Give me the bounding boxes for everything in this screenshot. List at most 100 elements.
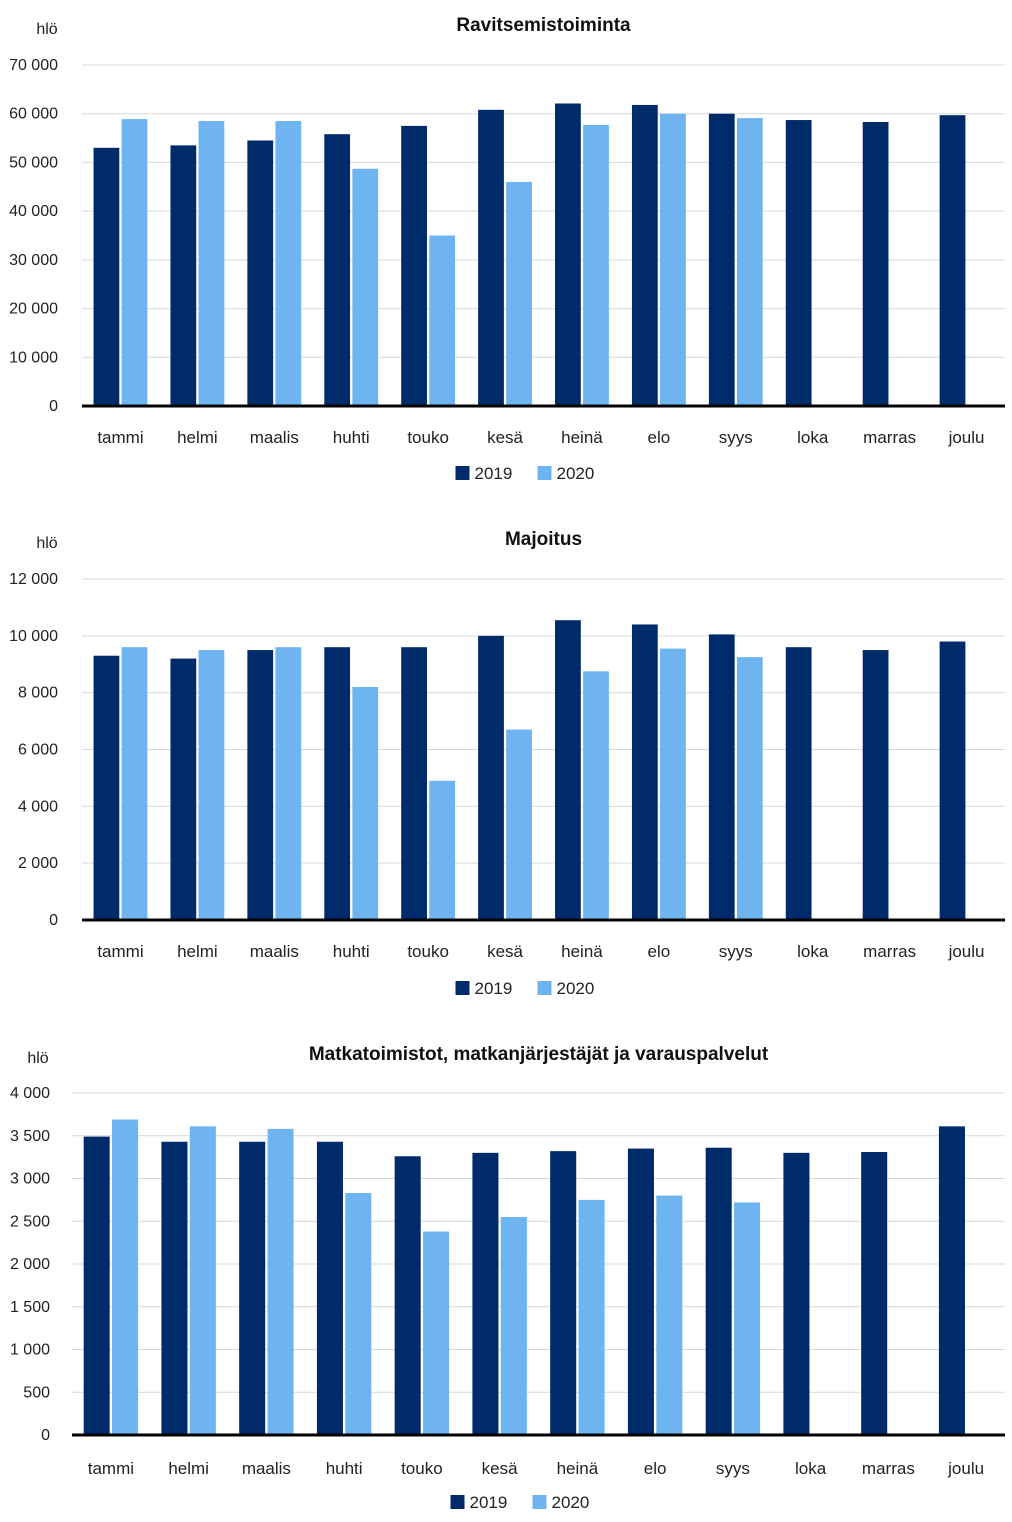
bar-2020-maalis xyxy=(275,647,302,920)
legend-label: 2019 xyxy=(475,979,513,998)
bar-2019-helmi xyxy=(170,145,197,406)
chart-title: Matkatoimistot, matkanjärjestäjät ja var… xyxy=(309,1044,769,1065)
bar-2019-helmi xyxy=(170,658,197,920)
y-tick-label: 70 000 xyxy=(9,57,58,74)
y-tick-label: 60 000 xyxy=(9,106,58,123)
bar-2020-elo xyxy=(656,1195,683,1435)
legend-swatch-2020 xyxy=(537,981,552,995)
bar-2020-huhti xyxy=(345,1193,372,1435)
legend-swatch-2019 xyxy=(450,1495,465,1509)
bar-2020-elo xyxy=(660,113,686,406)
x-category-label: maalis xyxy=(242,1459,291,1478)
bar-2020-touko xyxy=(429,780,456,920)
y-tick-label: 12 000 xyxy=(9,571,58,588)
x-category-label: tammi xyxy=(88,1459,134,1478)
y-tick-label: 20 000 xyxy=(9,301,58,318)
legend: 2019 2020 xyxy=(455,464,594,483)
bar-2019-tammi xyxy=(93,147,120,407)
bar-2019-heinä xyxy=(555,620,581,920)
x-category-label: huhti xyxy=(333,942,370,961)
bar-2019-maalis xyxy=(247,650,274,920)
bar-2019-huhti xyxy=(316,1141,343,1435)
bar-2019-loka xyxy=(783,1152,810,1435)
bar-2020-syys xyxy=(736,118,763,406)
y-tick-label: 3 000 xyxy=(10,1171,50,1188)
bar-2019-touko xyxy=(401,647,427,920)
y-tick-label: 0 xyxy=(41,1427,50,1444)
bar-2019-marras xyxy=(862,121,889,406)
bar-2019-marras xyxy=(861,1151,888,1435)
bar-2020-tammi xyxy=(121,119,148,406)
y-tick-label: 50 000 xyxy=(9,154,58,171)
bar-2019-syys xyxy=(708,634,735,920)
bar-2019-elo xyxy=(631,104,658,407)
y-tick-label: 10 000 xyxy=(9,349,58,366)
bar-2020-heinä xyxy=(583,124,609,406)
bar-2019-loka xyxy=(785,647,812,920)
bar-2019-touko xyxy=(394,1156,421,1435)
bar-2020-touko xyxy=(423,1231,450,1435)
chart-title: Majoitus xyxy=(505,529,582,550)
x-category-label: elo xyxy=(648,942,671,961)
y-tick-label: 10 000 xyxy=(9,628,58,645)
chart-3: Matkatoimistot, matkanjärjestäjät ja var… xyxy=(10,1044,1005,1512)
x-category-label: marras xyxy=(863,428,916,447)
y-tick-label: 1 500 xyxy=(10,1299,50,1316)
chart-2: Majoitus hlö 0 2 000 4 000 6 000 8 000 10 000 12… xyxy=(9,529,1005,998)
x-category-label: heinä xyxy=(557,1459,599,1478)
legend-label: 2019 xyxy=(470,1493,508,1512)
x-category-label: helmi xyxy=(168,1459,209,1478)
x-category-label: maalis xyxy=(250,942,299,961)
bar-2020-helmi xyxy=(198,650,225,920)
bar-2019-marras xyxy=(862,650,889,920)
x-category-label: heinä xyxy=(561,428,603,447)
x-category-label: syys xyxy=(716,1459,750,1478)
bar-2020-heinä xyxy=(583,671,609,920)
bar-2019-kesä xyxy=(478,109,504,407)
bar-2019-joulu xyxy=(938,1126,965,1435)
y-tick-label: 0 xyxy=(49,398,58,415)
bar-2019-heinä xyxy=(555,103,581,406)
x-category-label: huhti xyxy=(333,428,370,447)
y-tick-label: 2 000 xyxy=(10,1256,50,1273)
y-axis-unit-label: hlö xyxy=(27,1050,48,1067)
x-category-label: loka xyxy=(797,428,829,447)
bar-2019-joulu xyxy=(939,115,966,406)
bar-2019-maalis xyxy=(247,140,274,406)
y-tick-label: 4 000 xyxy=(10,1085,50,1102)
x-category-label: huhti xyxy=(326,1459,363,1478)
x-category-label: helmi xyxy=(177,942,218,961)
x-category-label: kesä xyxy=(482,1459,518,1478)
chart-1: Ravitsemistoiminta hlö 0 10 000 20 000 30 000… xyxy=(9,15,1005,483)
bar-2019-maalis xyxy=(239,1141,266,1435)
legend-label: 2019 xyxy=(475,464,513,483)
bar-2020-helmi xyxy=(198,121,225,407)
bar-2019-elo xyxy=(627,1148,654,1435)
bar-2020-syys xyxy=(734,1202,761,1435)
bar-2019-joulu xyxy=(939,641,966,920)
x-category-label: heinä xyxy=(561,942,603,961)
x-category-label: joulu xyxy=(948,428,985,447)
bar-2019-heinä xyxy=(550,1151,577,1435)
bar-2020-maalis xyxy=(275,121,302,407)
bar-2020-tammi xyxy=(112,1119,139,1435)
legend-swatch-2019 xyxy=(455,466,470,480)
legend-swatch-2020 xyxy=(532,1495,547,1509)
x-category-label: loka xyxy=(795,1459,827,1478)
y-tick-label: 3 500 xyxy=(10,1128,50,1145)
legend-swatch-2020 xyxy=(537,466,552,480)
bar-2019-touko xyxy=(401,125,427,407)
bar-2020-touko xyxy=(429,235,456,406)
bar-2020-maalis xyxy=(267,1128,294,1435)
x-category-label: syys xyxy=(719,942,753,961)
y-tick-label: 2 500 xyxy=(10,1213,50,1230)
bar-2020-tammi xyxy=(121,647,148,920)
bar-2019-huhti xyxy=(324,647,351,920)
x-category-label: touko xyxy=(407,428,449,447)
legend-swatch-2019 xyxy=(455,981,470,995)
bar-2019-syys xyxy=(708,113,735,406)
bar-2020-kesä xyxy=(506,181,532,406)
bar-2019-loka xyxy=(785,120,812,406)
